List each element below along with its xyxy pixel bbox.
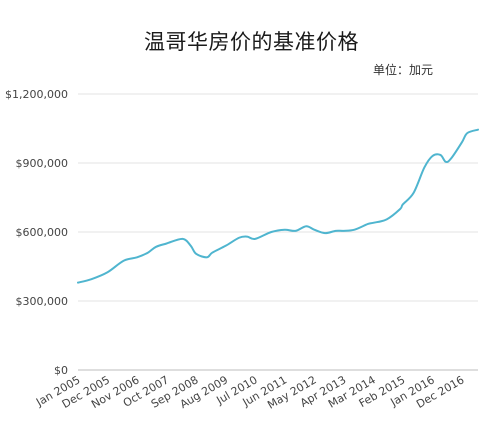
data-point xyxy=(461,141,463,143)
data-point xyxy=(270,231,272,233)
unit-note: 单位：加元 xyxy=(372,63,433,77)
data-point xyxy=(182,238,184,240)
data-point xyxy=(206,256,208,258)
data-point xyxy=(466,132,468,134)
data-point xyxy=(211,252,213,254)
data-point xyxy=(386,218,388,220)
data-point xyxy=(155,246,157,248)
data-point xyxy=(136,256,138,258)
data-point xyxy=(354,229,356,231)
data-point xyxy=(343,230,345,232)
data-point xyxy=(305,225,307,227)
data-point xyxy=(445,161,447,163)
data-point xyxy=(90,278,92,280)
data-point xyxy=(238,237,240,239)
data-point xyxy=(225,245,227,247)
data-point xyxy=(123,260,125,262)
data-point xyxy=(284,229,286,231)
data-point xyxy=(477,129,479,131)
data-point xyxy=(147,252,149,254)
data-point xyxy=(423,167,425,169)
data-point xyxy=(402,203,404,205)
data-point xyxy=(195,253,197,255)
y-tick-label: $600,000 xyxy=(16,226,69,239)
data-point xyxy=(77,282,79,284)
data-point xyxy=(294,230,296,232)
data-point xyxy=(431,155,433,157)
data-point xyxy=(439,154,441,156)
y-tick-label: $300,000 xyxy=(16,295,69,308)
data-point xyxy=(324,232,326,234)
data-point xyxy=(166,243,168,245)
data-point xyxy=(335,230,337,232)
data-point xyxy=(372,222,374,224)
data-point xyxy=(367,223,369,225)
y-tick-label: $900,000 xyxy=(16,157,69,170)
data-point xyxy=(254,238,256,240)
data-point xyxy=(413,192,415,194)
data-point xyxy=(246,236,248,238)
y-tick-label: $1,200,000 xyxy=(5,88,68,101)
chart-title: 温哥华房价的基准价格 xyxy=(144,30,359,54)
data-point xyxy=(107,271,109,273)
data-point xyxy=(399,208,401,210)
data-point xyxy=(313,229,315,231)
y-tick-label: $0 xyxy=(54,364,68,377)
series-line xyxy=(77,128,479,284)
data-point xyxy=(190,245,192,247)
data-point xyxy=(450,157,452,159)
